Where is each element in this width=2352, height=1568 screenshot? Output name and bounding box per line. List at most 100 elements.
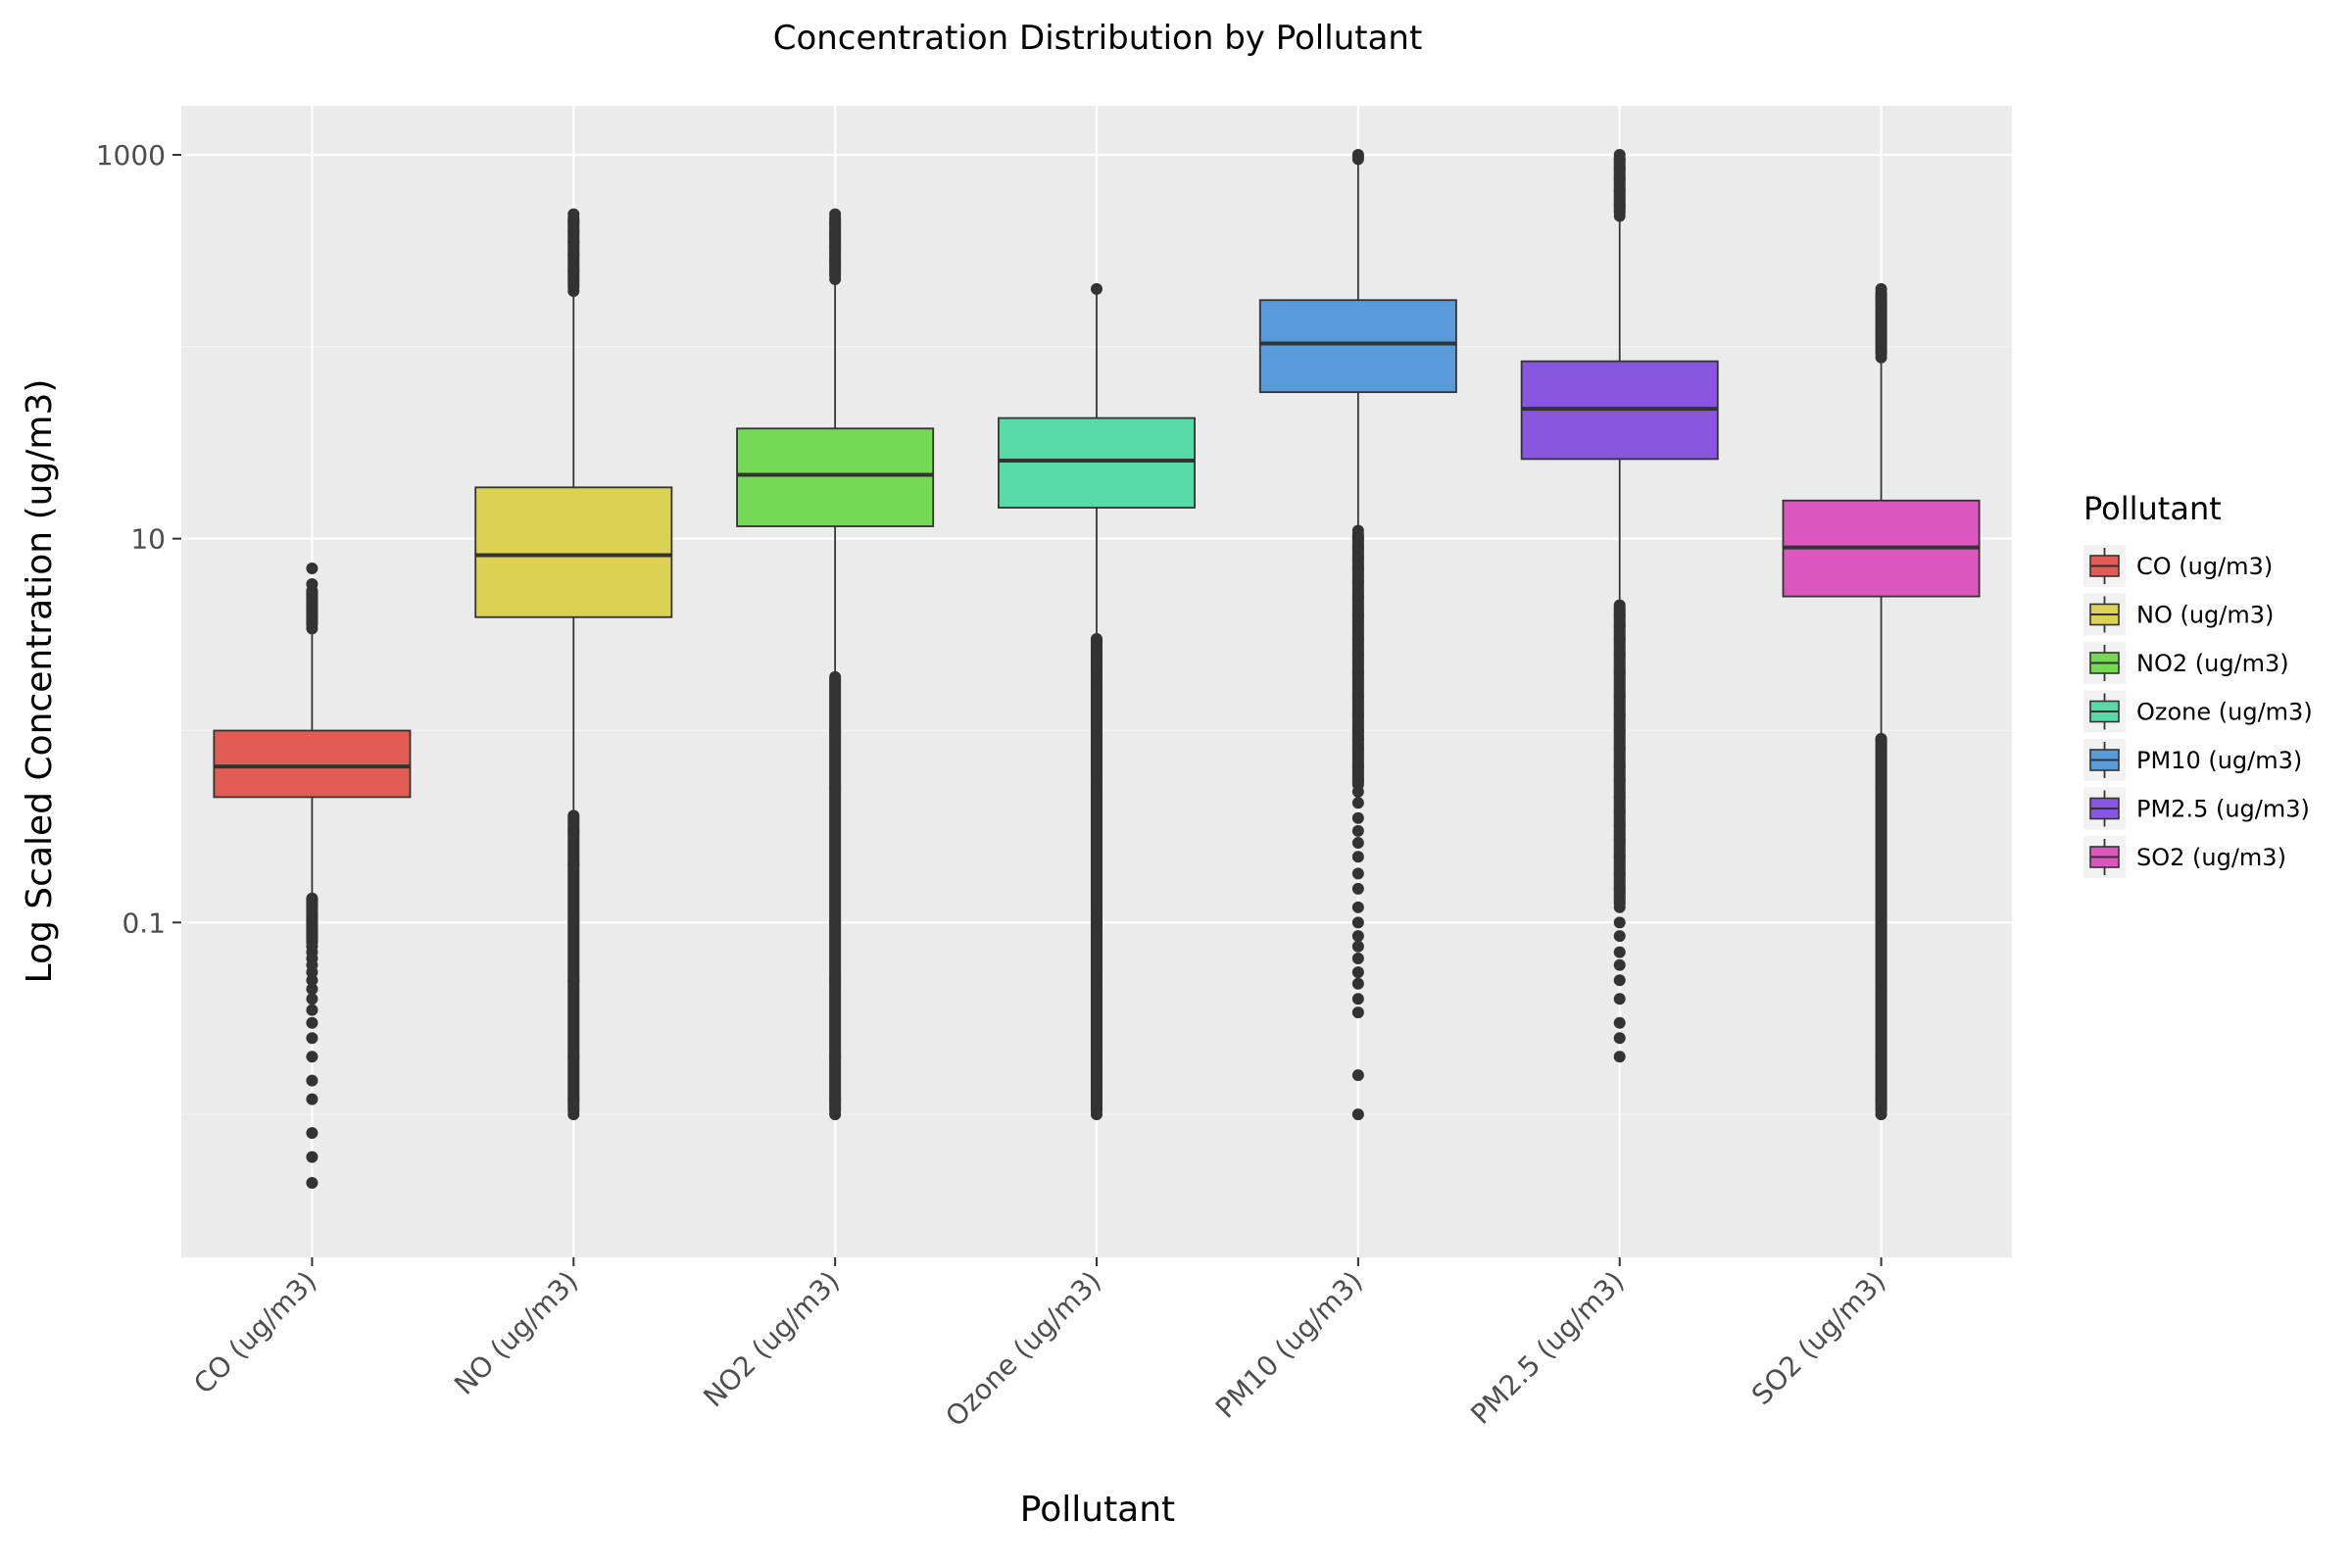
outlier-point [1351,966,1364,979]
outlier-point [1351,901,1364,913]
outlier-point [1091,1108,1102,1121]
outlier-point [1351,1108,1364,1121]
outlier-point [1875,325,1887,338]
x-tick-label: Ozone (ug/m3) [939,1265,1107,1434]
outlier-point [567,208,580,220]
outlier-point [1613,648,1626,661]
outlier-point [1875,307,1887,319]
outlier-point [1875,1051,1887,1063]
outlier-point [1351,824,1364,837]
box-6 [1782,282,1981,1121]
outlier-point [829,255,842,268]
outlier-point [1613,666,1626,679]
outlier-point [306,993,318,1005]
outlier-point [1613,833,1626,846]
outlier-point [1091,1093,1102,1105]
outlier-point [1613,709,1626,721]
outlier-point [567,809,580,822]
outlier-point [829,241,842,254]
outlier-point [1091,974,1102,987]
outlier-point [567,285,580,298]
outlier-point [567,1108,580,1121]
outlier-point [1351,940,1364,953]
outlier-band-low [567,811,580,1117]
legend-label: PM10 (ug/m3) [2136,747,2302,774]
outlier-point [829,974,842,987]
outlier-point [1613,867,1626,880]
outlier-point [829,272,842,285]
outlier-point [1351,797,1364,809]
outlier-point [1613,691,1626,704]
legend-label: NO (ug/m3) [2136,602,2274,629]
outlier-band-low [1613,601,1626,909]
outlier-point [306,1016,318,1029]
outlier-point [1351,709,1364,721]
y-tick-label: 1000 [96,139,166,172]
legend-item: NO2 (ug/m3) [2083,642,2289,684]
outlier-point [306,983,318,996]
outlier-point [306,577,318,590]
outlier-point [567,236,580,249]
box-iqr [213,729,412,799]
outlier-band-low [829,672,842,1117]
outlier-point [1875,291,1887,304]
outlier-point [1613,819,1626,832]
outlier-point [1351,609,1364,621]
outlier-point [1351,148,1364,161]
outlier-point [829,724,842,737]
x-axis-title: Pollutant [1020,1490,1175,1530]
outlier-point [1875,858,1887,871]
x-tick-label: NO (ug/m3) [448,1265,584,1401]
chart-title: Concentration Distribution by Pollutant [773,19,1423,58]
x-axis-ticks: CO (ug/m3) NO (ug/m3) NO2 (ug/m3) Ozone (ug… [187,1257,1892,1434]
outlier-point [1613,916,1626,929]
outlier-point [1351,774,1364,787]
outlier-band-high [1875,286,1887,360]
x-tick-label: SO2 (ug/m3) [1745,1265,1891,1411]
y-tick-label: 10 [130,523,166,556]
outlier-point [306,1004,318,1016]
outlier-point [1613,210,1626,222]
outlier-point [829,217,842,229]
outlier-point [1351,977,1364,990]
legend-title: Pollutant [2083,490,2222,527]
box-2 [736,208,935,1121]
outlier-point [1351,1006,1364,1019]
outlier-point [1613,184,1626,197]
box-0 [213,562,412,1189]
outlier-point [1613,958,1626,971]
outlier-point [1351,785,1364,798]
legend-item: SO2 (ug/m3) [2083,836,2286,878]
x-tick-label: PM2.5 (ug/m3) [1464,1265,1630,1431]
outlier-point [829,782,842,795]
outlier-point [1613,774,1626,787]
outlier-point [306,1151,318,1163]
outlier-point [1351,691,1364,704]
legend-item: Ozone (ug/m3) [2083,690,2313,733]
outlier-point [1351,882,1364,895]
outlier-point [1613,162,1626,174]
outlier-point [567,916,580,929]
legend-item: NO (ug/m3) [2083,593,2274,636]
outlier-point [829,1051,842,1063]
legend-label: NO2 (ug/m3) [2136,650,2289,677]
box-5 [1520,148,1719,1063]
outlier-point [1613,1032,1626,1045]
outlier-point [1351,575,1364,588]
outlier-point [1613,791,1626,804]
outlier-point [1613,609,1626,621]
box-layer [213,148,1981,1189]
outlier-point [306,1093,318,1105]
outlier-point [1091,916,1102,929]
outlier-point [1091,724,1102,737]
outlier-point [1091,782,1102,795]
outlier-point [1351,562,1364,574]
outlier-point [829,670,842,683]
outlier-band-low [1091,635,1102,1117]
outlier-point [1351,648,1364,661]
outlier-point [567,824,580,837]
outlier-point [1351,733,1364,746]
legend: Pollutant CO (ug/m3) NO (ug/m3) NO2 (ug/m3… [2083,490,2313,878]
outlier-point [1875,733,1887,746]
outlier-point [1351,916,1364,929]
